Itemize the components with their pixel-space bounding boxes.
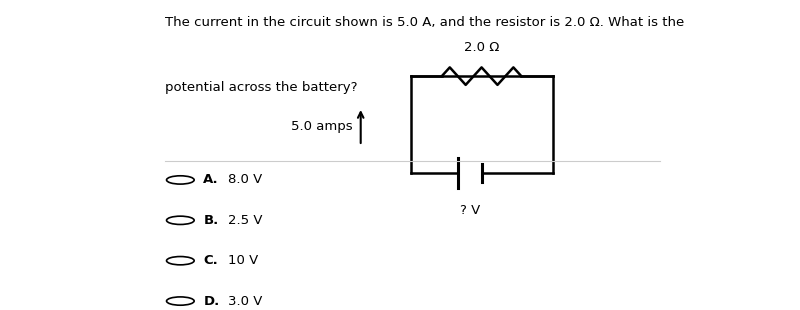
Text: ? V: ? V [460,204,480,217]
Text: 3.0 V: 3.0 V [228,294,262,308]
Text: B.: B. [203,214,218,227]
Text: 2.0 Ω: 2.0 Ω [464,41,499,54]
Text: 5.0 amps: 5.0 amps [291,120,353,133]
Text: 8.0 V: 8.0 V [228,173,262,186]
Text: A.: A. [203,173,219,186]
Text: C.: C. [203,254,218,267]
Text: 10 V: 10 V [228,254,258,267]
Text: D.: D. [203,294,220,308]
Text: The current in the circuit shown is 5.0 A, and the resistor is 2.0 Ω. What is th: The current in the circuit shown is 5.0 … [165,16,684,29]
Text: potential across the battery?: potential across the battery? [165,81,358,94]
Text: 2.5 V: 2.5 V [228,214,262,227]
